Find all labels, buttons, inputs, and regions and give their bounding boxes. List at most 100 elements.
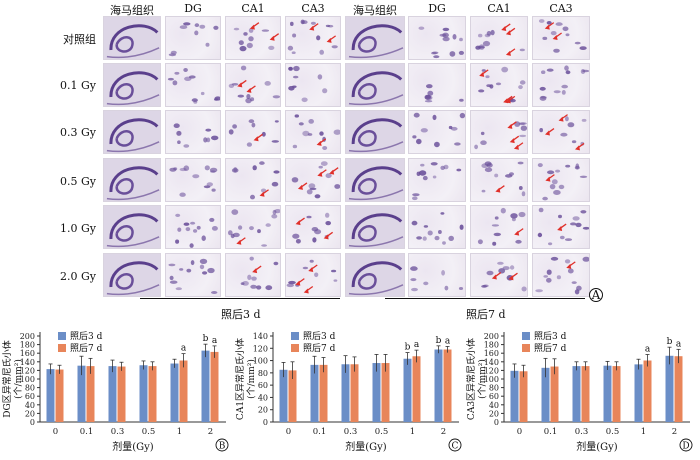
x-tick-label: 0 [517,427,522,437]
legend-label: 照后7 d [534,343,567,354]
region-micrograph [532,205,590,249]
y-tick-label: 40 [489,401,499,410]
red-arrow-icon [252,265,262,274]
bar [412,356,421,422]
y-axis-label: CA1区异常尼氏小体 [234,338,246,420]
legend-label: 照后3 d [70,331,103,342]
group-bar-7d [385,298,585,299]
x-tick-label: 1 [641,427,646,437]
hippocampus-micrograph [345,16,405,60]
x-axis-label: 剂量(Gy) [112,440,154,453]
y-tick-label: 80 [489,384,499,393]
red-arrow-icon [544,22,555,30]
region-micrograph [285,158,341,202]
legend-label: 照后7 d [70,343,103,354]
y-axis-label: (个/mm²) [13,359,24,399]
x-tick-label: 2 [441,427,446,437]
region-micrograph [408,110,466,154]
legend-label: 照后3 d [303,331,336,342]
red-arrow-icon [326,35,336,43]
y-tick-label: 180 [484,341,499,350]
red-arrow-icon [545,174,555,182]
red-arrow-icon [236,237,246,245]
bar [117,366,126,422]
bar [170,363,179,422]
y-tick-label: 80 [258,369,268,378]
legend-swatch [58,344,66,352]
bar [541,367,550,422]
bar [148,366,157,422]
red-arrow-icon [503,95,513,104]
red-arrow-icon [505,27,516,36]
column-header-hippocampus: 海马组织 [353,4,397,17]
y-axis-label: CA3区异常尼氏小体 [465,338,477,420]
y-tick-label: 120 [484,366,499,375]
red-arrow-icon [479,69,489,77]
bar [310,364,319,422]
y-tick-label: 200 [484,332,499,341]
red-arrow-icon [297,182,308,190]
y-tick-label: 0 [30,418,35,427]
hippocampus-micrograph [103,158,161,202]
x-tick-label: 0.1 [80,427,94,437]
y-tick-label: 60 [489,392,499,401]
red-arrow-icon [507,121,517,129]
bar [55,369,64,422]
region-micrograph [532,158,590,202]
bar [443,349,452,422]
region-micrograph [532,16,590,60]
region-micrograph [285,110,341,154]
region-micrograph [165,63,221,107]
region-micrograph [225,110,281,154]
bar [572,366,581,422]
legend-label: 照后7 d [303,343,336,354]
legend-swatch [291,332,299,340]
bar [319,364,328,422]
red-arrow-icon [514,228,524,236]
region-micrograph [165,16,221,60]
y-tick-label: 0 [494,418,499,427]
y-axis-label: DG区异常尼氏小体 [1,340,13,417]
column-header-dg: DG [428,2,446,15]
bar [612,366,621,422]
significance-label: a [414,340,420,350]
region-micrograph [408,253,466,297]
red-arrow-icon [544,128,555,136]
significance-label: a [645,344,651,354]
hippocampus-micrograph [345,63,405,107]
bar [86,366,95,422]
red-arrow-icon [303,285,314,294]
bar [510,370,519,422]
bar [288,370,297,422]
significance-label: b [203,334,209,344]
panel-label: C [452,442,459,452]
x-tick-label: 0.5 [606,427,620,437]
bar [139,365,148,422]
column-header-hippocampus: 海马组织 [110,4,154,17]
red-arrow-icon [249,22,260,30]
x-tick-label: 0.5 [142,427,156,437]
bar [279,369,288,422]
row-label-0-1gy: 0.1 Gy [60,79,96,92]
significance-label: a [676,339,682,349]
bar [550,366,559,422]
region-micrograph [285,16,341,60]
y-tick-label: 200 [20,332,35,341]
y-tick-label: 60 [258,381,268,390]
legend-label: 照后3 d [534,331,567,342]
bar [201,350,210,422]
row-label-2-0gy: 2.0 Gy [60,270,96,283]
region-micrograph [470,205,528,249]
y-tick-label: 100 [253,357,268,366]
y-tick-label: 180 [20,341,35,350]
region-micrograph [165,158,221,202]
red-arrow-icon [557,223,567,232]
y-tick-label: 20 [489,409,499,418]
significance-label: b [436,336,442,346]
x-tick-label: 0.5 [375,427,389,437]
region-micrograph [225,253,281,297]
column-header-dg: DG [184,2,202,15]
chart-ca1: 0 20 40 60 80 100 120 140 CA1区异常尼氏小体 (个/mm²) 0 0.1 0… [234,331,462,453]
bar [350,364,359,422]
legend-swatch [58,332,66,340]
